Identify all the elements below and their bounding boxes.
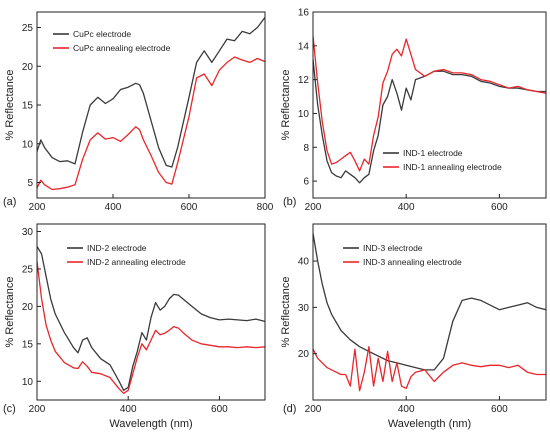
x-tick-label: 400	[120, 404, 137, 415]
legend-label: IND-3 annealing electrode	[363, 257, 462, 267]
legend: IND-2 electrode IND-2 annealing electrode	[67, 243, 186, 267]
legend: IND-1 electrode IND-1 annealing electrode	[383, 148, 502, 172]
series-line-1	[313, 59, 546, 184]
x-axis-label: Wavelength (nm)	[109, 418, 192, 430]
x-tick-label: 200	[29, 404, 46, 415]
legend-label: CuPc annealing electrode	[73, 43, 171, 53]
chart-panel-1: 200 400 600 800 5 10 15 20 25 % Reflectance (a) CuP…	[3, 11, 274, 213]
legend-label: IND-3 electrode	[363, 243, 423, 253]
panel-label: (b)	[283, 196, 296, 208]
legend-label: IND-2 electrode	[87, 243, 147, 253]
x-tick-label: 600	[181, 202, 198, 213]
y-tick-label: 8	[303, 143, 309, 154]
y-tick-label: 25	[22, 264, 34, 275]
series-line-2	[37, 261, 265, 394]
y-tick-label: 5	[27, 178, 33, 189]
legend-label: IND-1 annealing electrode	[403, 162, 502, 172]
series-line-1	[37, 246, 265, 391]
y-tick-label: 10	[298, 109, 310, 120]
y-tick-label: 40	[298, 257, 310, 268]
y-axis-label: % Reflectance	[4, 70, 16, 141]
x-tick-label: 200	[29, 202, 46, 213]
panel-label: (d)	[283, 403, 296, 415]
y-tick-label: 12	[298, 75, 310, 86]
y-tick-label: 30	[22, 227, 34, 238]
y-tick-label: 15	[22, 339, 34, 350]
x-tick-label: 400	[398, 404, 415, 415]
x-tick-label: 200	[305, 404, 322, 415]
chart-panel-2: 200 400 600 6 8 10 12 14 16 % Reflectance (b) IND-1…	[280, 8, 547, 213]
x-tick-label: 800	[257, 202, 274, 213]
y-tick-label: 25	[22, 23, 34, 34]
chart-panel-3: 200 400 600 10 15 20 25 30 % Reflectance Waveleng…	[3, 223, 266, 430]
legend: CuPc electrode CuPc annealing electrode	[53, 29, 171, 53]
x-tick-label: 600	[211, 404, 228, 415]
y-tick-label: 30	[298, 303, 310, 314]
y-tick-label: 10	[22, 377, 34, 388]
series-line-2	[37, 56, 265, 191]
y-tick-label: 14	[298, 41, 310, 52]
legend: IND-3 electrode IND-3 annealing electrode	[343, 243, 462, 267]
plot-frame	[312, 223, 547, 401]
y-tick-label: 20	[22, 62, 34, 73]
x-tick-label: 600	[491, 404, 508, 415]
panel-label: (a)	[3, 196, 16, 208]
legend-label: IND-1 electrode	[403, 148, 463, 158]
y-axis-label: % Reflectance	[280, 70, 292, 141]
y-tick-label: 20	[22, 302, 34, 313]
series-line-2	[313, 346, 546, 392]
y-axis-label: % Reflectance	[4, 277, 16, 348]
y-axis-label: % Reflectance	[280, 277, 292, 348]
x-tick-label: 200	[305, 202, 322, 213]
y-tick-label: 16	[298, 8, 310, 19]
x-axis-label: Wavelength (nm)	[388, 418, 471, 430]
x-tick-label: 600	[491, 202, 508, 213]
x-tick-label: 400	[105, 202, 122, 213]
x-tick-label: 400	[398, 202, 415, 213]
legend-label: IND-2 annealing electrode	[87, 257, 186, 267]
panel-label: (c)	[3, 403, 16, 415]
y-tick-label: 10	[22, 139, 34, 150]
series-line-1	[313, 233, 546, 371]
y-tick-label: 20	[298, 349, 310, 360]
chart-panel-4: 200 400 600 20 30 40 % Reflectance Wavelength (…	[280, 223, 547, 430]
y-tick-label: 15	[22, 101, 34, 112]
plot-frame	[312, 11, 547, 199]
legend-label: CuPc electrode	[73, 29, 131, 39]
series-line-2	[313, 35, 546, 172]
plot-frame	[36, 223, 266, 401]
series-line-1	[37, 17, 265, 168]
y-tick-label: 6	[303, 177, 309, 188]
